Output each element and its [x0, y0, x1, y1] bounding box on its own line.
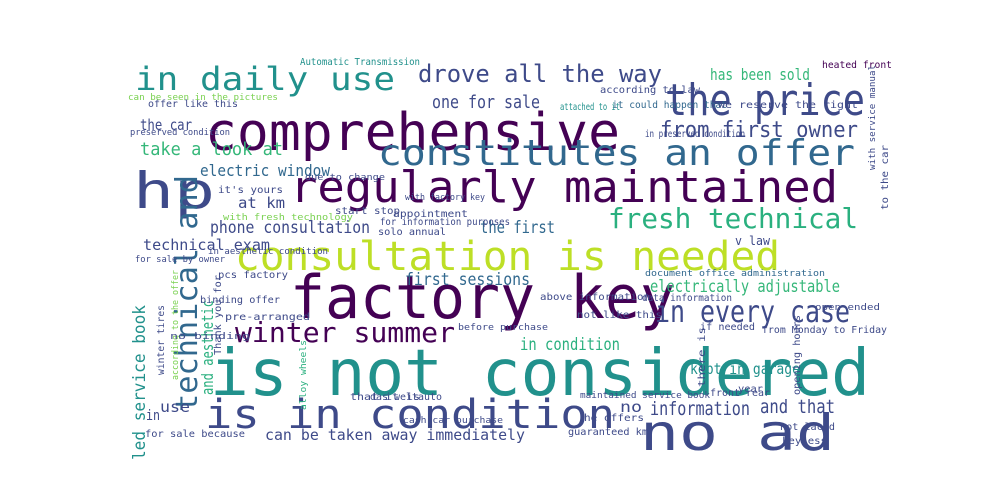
word: heated front — [822, 60, 892, 71]
word: front rear — [710, 388, 770, 399]
word: electric window — [200, 161, 330, 180]
word: document office administration — [645, 269, 825, 279]
word: Automatic Transmission — [300, 57, 420, 68]
word: the car — [140, 116, 192, 134]
word: das weltauto — [370, 392, 442, 403]
word: can be seen in the pictures — [128, 93, 278, 103]
word: kept in garage — [690, 360, 800, 378]
word: is in condition — [205, 392, 615, 438]
word: electrically adjustable — [650, 277, 840, 297]
word: open ended — [815, 303, 880, 313]
word: binding offer — [200, 295, 280, 306]
word: the first — [480, 218, 555, 238]
word: the price — [665, 75, 865, 126]
word: that it is — [350, 392, 420, 403]
word: v law — [735, 234, 771, 248]
word: with factory key — [405, 193, 486, 203]
word: from Monday to Friday — [762, 325, 887, 336]
word: first sessions — [405, 270, 530, 290]
word: for sale by owner — [135, 255, 226, 265]
word: led service book — [130, 305, 150, 460]
word: it's yours — [218, 185, 283, 196]
word: no binding — [170, 332, 250, 342]
word: technical and — [170, 175, 205, 412]
word: winter summer — [235, 316, 455, 349]
word: according to the offer — [171, 269, 181, 380]
word: with fresh technology — [223, 213, 354, 223]
word: offer like this — [148, 99, 238, 110]
word: no ad — [640, 404, 835, 462]
word: appointment — [393, 209, 468, 220]
word: data information — [642, 293, 732, 304]
word: phone consultation — [210, 218, 370, 238]
word: pcs factory — [218, 270, 288, 281]
word: no — [620, 398, 642, 416]
word: cash car purchase — [403, 416, 503, 426]
word: technical exam — [143, 236, 270, 254]
word: winter tires — [156, 305, 167, 375]
word: opening hours — [792, 315, 803, 395]
word: attached to it — [560, 102, 620, 113]
word: guaranteed km — [568, 427, 648, 438]
word: alloy wheels — [299, 340, 309, 410]
word: can be taken away immediately — [265, 426, 525, 444]
word: drove all the way — [418, 60, 662, 88]
word: constitutes an offer — [378, 133, 855, 174]
word: not like this — [577, 310, 662, 321]
word: there is — [697, 327, 708, 387]
word: in preserved condition — [645, 129, 745, 140]
word: in — [146, 408, 160, 424]
word: for sale because — [145, 429, 245, 440]
word: has been sold — [710, 65, 810, 84]
word: with service manual — [868, 65, 878, 170]
word: and that — [760, 396, 835, 418]
word: according to law — [600, 85, 701, 96]
word: and aesthetic — [198, 300, 217, 395]
word: above information — [540, 292, 650, 303]
word: comprehensive — [205, 103, 620, 163]
word: take a look at — [140, 139, 283, 160]
word: if needed — [700, 322, 755, 333]
word: factory key — [290, 263, 675, 333]
word: he offers — [584, 413, 644, 424]
word: at km — [238, 194, 285, 212]
word: in every case — [655, 295, 850, 330]
word: in daily use — [135, 60, 395, 98]
word: pre-arranged — [225, 312, 310, 323]
word: consultation is needed — [235, 234, 780, 280]
word: from first owner — [660, 118, 858, 143]
word: information — [650, 398, 750, 420]
word: Thank you for — [213, 275, 224, 355]
word: fresh technical — [608, 202, 858, 235]
word: due to change — [305, 173, 385, 183]
word: we reserve the right — [718, 100, 858, 111]
word: is not considered — [210, 337, 870, 411]
word: it could happen that — [612, 100, 727, 111]
word: before purchase — [458, 323, 548, 333]
word: one for sale — [432, 92, 540, 113]
word: maintained service book — [580, 391, 711, 401]
word: keyless — [782, 436, 827, 447]
word: in condition — [520, 335, 620, 355]
word: preserved condition — [130, 128, 230, 138]
word: regularly maintained — [290, 162, 838, 213]
word: start stop — [335, 206, 400, 217]
word: in aesthetic condition — [208, 247, 328, 257]
word: not laced — [780, 422, 835, 433]
word: for information purposes — [380, 217, 510, 228]
word: use — [160, 398, 190, 416]
word: to the car — [880, 145, 891, 210]
word: solo annual — [378, 227, 446, 238]
word: year — [738, 384, 763, 395]
word: hp — [133, 162, 215, 220]
